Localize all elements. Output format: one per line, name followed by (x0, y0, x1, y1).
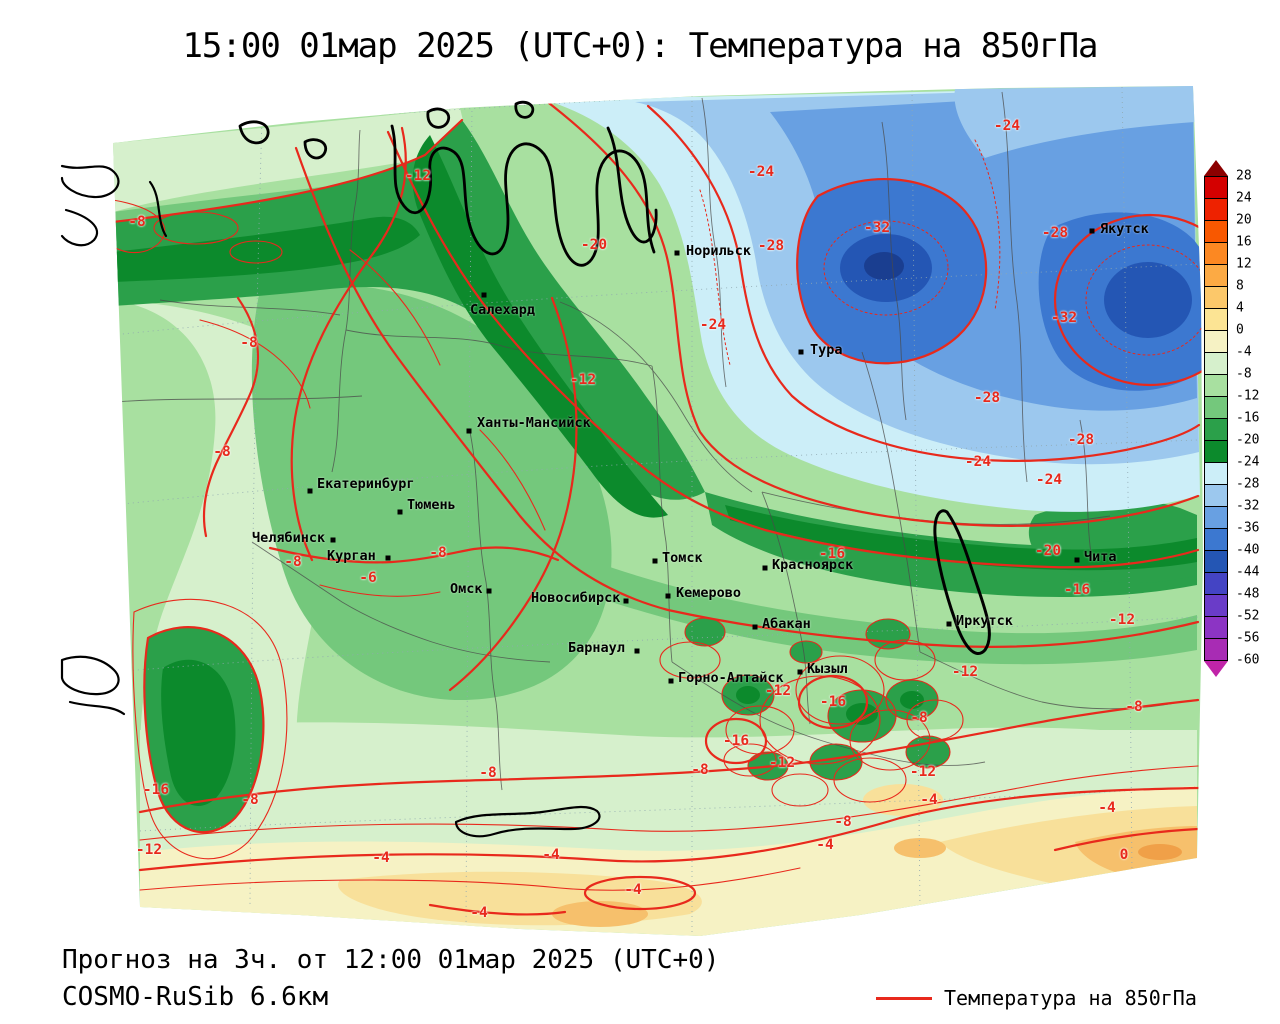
colorbar-label: -24 (1236, 454, 1260, 470)
colorbar-label: -12 (1236, 388, 1260, 404)
colorbar-segments (1204, 176, 1228, 661)
colorbar-label: -36 (1236, 520, 1260, 536)
colorbar-label: -20 (1236, 432, 1260, 448)
colorbar-label: -32 (1236, 498, 1260, 514)
colorbar-label: 28 (1236, 168, 1252, 184)
colorbar-label: 4 (1236, 300, 1244, 316)
model-info: COSMO-RuSib 6.6км (62, 982, 329, 1012)
colorbar-label: -48 (1236, 586, 1260, 602)
colorbar-label: -8 (1236, 366, 1252, 382)
colorbar-label: 8 (1236, 278, 1244, 294)
colorbar-label: -56 (1236, 630, 1260, 646)
colorbar-label: 20 (1236, 212, 1252, 228)
colorbar-segment (1204, 638, 1228, 661)
temperature-field (113, 86, 1203, 936)
forecast-info: Прогноз на 3ч. от 12:00 01мар 2025 (UTC+… (62, 945, 720, 975)
colorbar-label: -60 (1236, 652, 1260, 668)
colorbar-label: -16 (1236, 410, 1260, 426)
footer: Прогноз на 3ч. от 12:00 01мар 2025 (UTC+… (62, 942, 719, 1016)
coastlines (60, 100, 991, 838)
colorbar-arrow-down (1204, 661, 1228, 677)
colorbar-arrow-up (1204, 160, 1228, 176)
colorbar-label: -4 (1236, 344, 1252, 360)
colorbar-label: -40 (1236, 542, 1260, 558)
colorbar-label: 16 (1236, 234, 1252, 250)
map-title: 15:00 01мар 2025 (UTC+0): Температура на… (182, 26, 1098, 66)
colorbar: 28 24 20 16 12 8 4 0 -4 -8 -12 -16 -20 -24 -28 -32 -36 -4… (1204, 160, 1280, 677)
colorbar-label: 12 (1236, 256, 1252, 272)
colorbar-labels: 28 24 20 16 12 8 4 0 -4 -8 -12 -16 -20 -24 -28 -32 -36 -4… (1204, 160, 1280, 700)
legend-line-sample (876, 996, 932, 1000)
colorbar-label: -44 (1236, 564, 1260, 580)
legend: Температура на 850гПа (876, 986, 1197, 1010)
colorbar-label: 0 (1236, 322, 1244, 338)
colorbar-label: 24 (1236, 190, 1252, 206)
legend-label: Температура на 850гПа (944, 986, 1197, 1010)
colorbar-label: -28 (1236, 476, 1260, 492)
colorbar-label: -52 (1236, 608, 1260, 624)
